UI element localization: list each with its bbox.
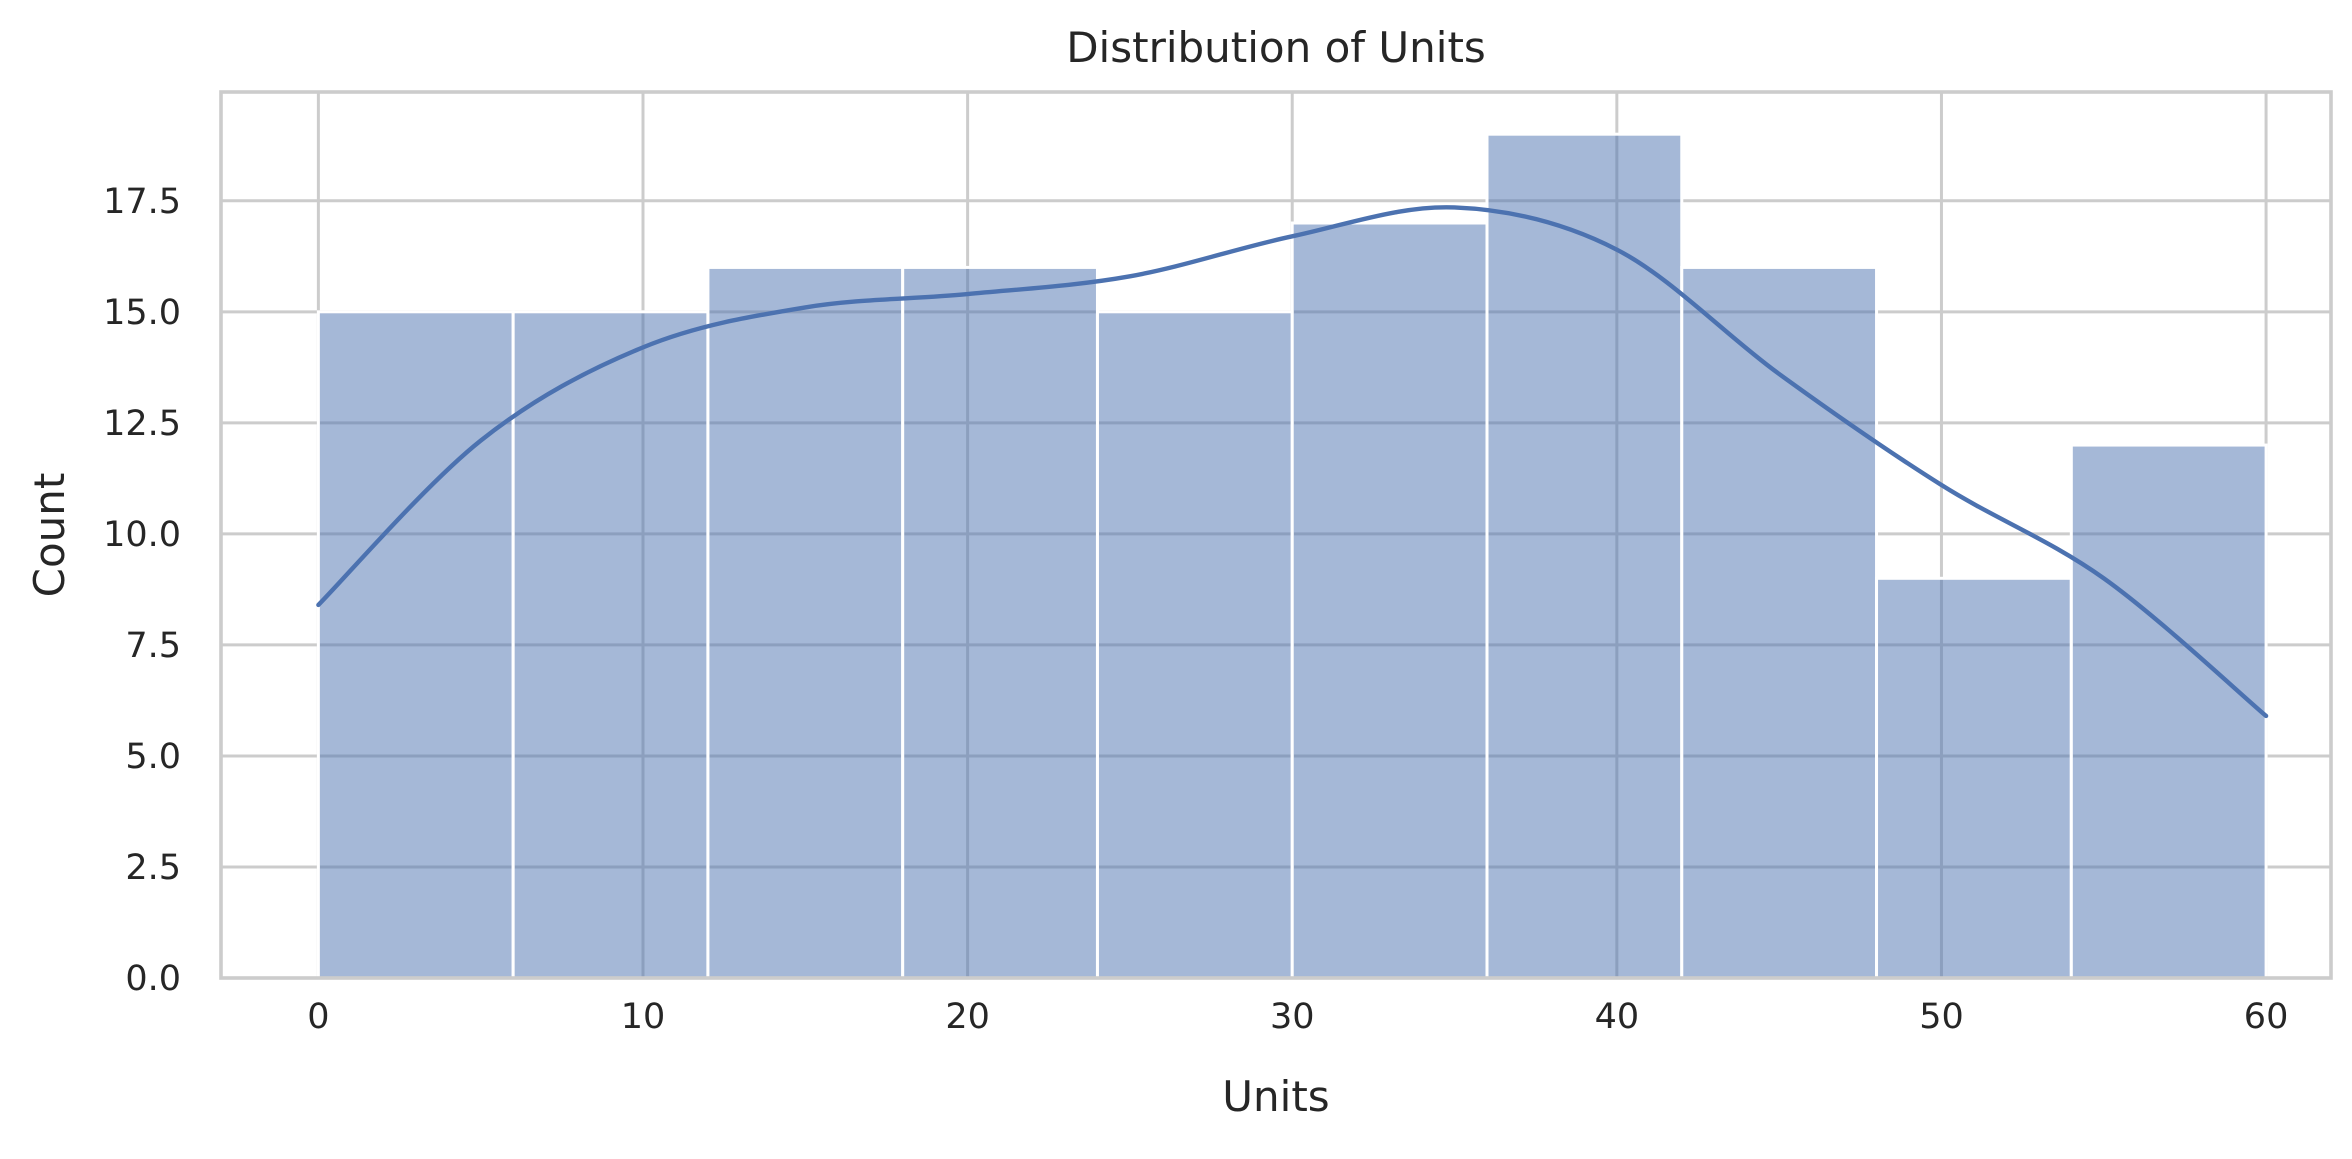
kde-layer: [316, 205, 2269, 719]
x-tick-label: 10: [621, 997, 666, 1037]
y-tick-label: 0.0: [125, 959, 181, 999]
x-tick-label: 30: [1270, 997, 1315, 1037]
y-tick-label: 17.5: [103, 182, 181, 222]
histogram-bar: [1485, 132, 1684, 980]
kde-line: [316, 205, 2269, 719]
bar-layer: [316, 132, 2268, 980]
x-tick-label: 0: [307, 997, 329, 1037]
plot-frame: [219, 90, 2333, 980]
histogram-bar: [1875, 576, 2073, 980]
histogram-bar: [511, 310, 710, 980]
y-tick-label: 10.0: [103, 515, 181, 555]
x-tick-label: 60: [2244, 997, 2289, 1037]
y-tick-label: 5.0: [125, 737, 181, 777]
histogram-bar: [706, 265, 905, 980]
chart-title: Distribution of Units: [1066, 23, 1486, 72]
x-tick-label: 40: [1595, 997, 1640, 1037]
x-tick-label: 20: [945, 997, 990, 1037]
histogram-bar: [316, 310, 515, 980]
y-tick-label: 12.5: [103, 404, 181, 444]
x-tick-label: 50: [1919, 997, 1964, 1037]
y-axis-label: Count: [25, 473, 74, 598]
y-tick-label: 2.5: [125, 848, 181, 888]
x-axis-label: Units: [1222, 1072, 1329, 1121]
y-tick-label: 7.5: [125, 626, 181, 666]
histogram-bar: [2069, 443, 2268, 980]
histogram-bar: [901, 265, 1099, 980]
tick-layer: 0 10 20 30 40 50 60 0.0 2.5 5.0 7.5 10.0 12.5 15.0 17.…: [103, 182, 2288, 1037]
histogram-bar: [1680, 265, 1879, 980]
y-tick-label: 15.0: [103, 293, 181, 333]
histogram-bar: [1095, 310, 1294, 980]
histogram-bar: [1290, 221, 1489, 980]
